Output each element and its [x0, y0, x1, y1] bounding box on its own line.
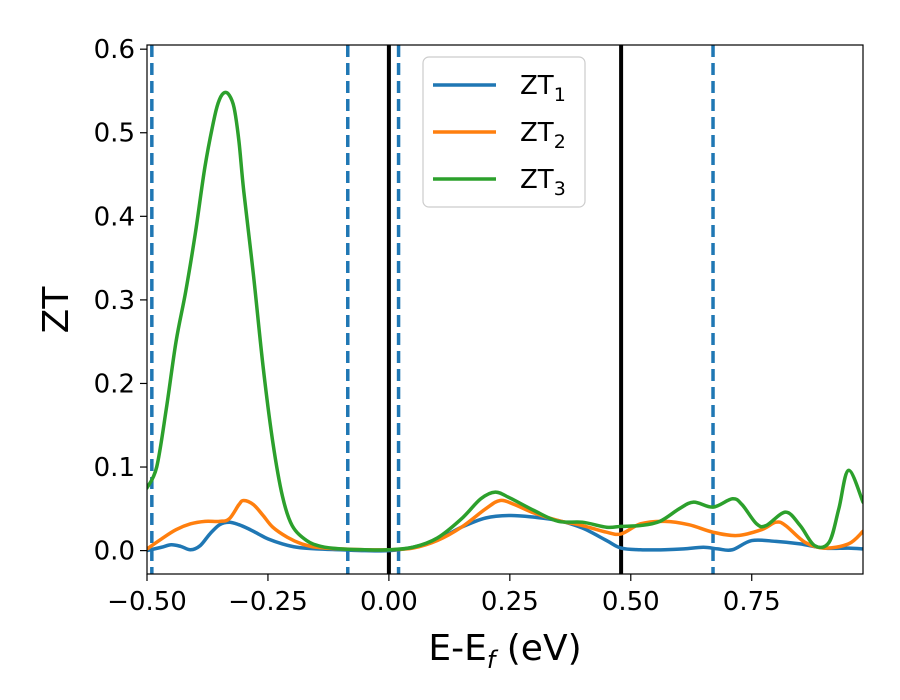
y-tick-label: 0.3	[94, 286, 135, 316]
x-tick-label: −0.25	[228, 587, 308, 617]
x-tick-label: 0.00	[360, 587, 418, 617]
y-tick-label: 0.2	[94, 369, 135, 399]
legend: ZT1 ZT2 ZT3	[422, 56, 586, 208]
y-axis-label: ZT	[36, 286, 77, 334]
x-axis-label-main: E-E	[428, 628, 486, 669]
legend-label-zt2: ZT2	[520, 118, 566, 153]
y-axis-ticks: 0.0 0.1 0.2 0.3 0.4 0.5 0.6	[94, 35, 147, 567]
legend-label-zt3: ZT3	[520, 165, 566, 200]
x-tick-label: 0.75	[723, 587, 781, 617]
legend-label-zt1: ZT1	[520, 71, 566, 106]
x-axis-label-unit: (eV)	[495, 628, 581, 669]
x-axis-label: E-Ef (eV)	[428, 628, 581, 674]
series-line-zt2	[147, 498, 863, 552]
legend-box	[422, 56, 586, 208]
y-tick-label: 0.4	[94, 202, 135, 232]
x-tick-label: 0.25	[481, 587, 539, 617]
x-tick-label: −0.50	[107, 587, 187, 617]
series-lines	[147, 90, 863, 553]
y-tick-label: 0.6	[94, 35, 135, 65]
y-tick-label: 0.5	[94, 119, 135, 149]
x-tick-label: 0.50	[602, 587, 660, 617]
y-tick-label: 0.1	[94, 453, 135, 483]
y-tick-label: 0.0	[94, 537, 135, 567]
series-line-zt3	[147, 90, 863, 552]
reference-lines	[150, 45, 715, 574]
x-axis-ticks: −0.50 −0.25 0.00 0.25 0.50 0.75	[107, 574, 781, 617]
plot-frame	[146, 44, 864, 575]
